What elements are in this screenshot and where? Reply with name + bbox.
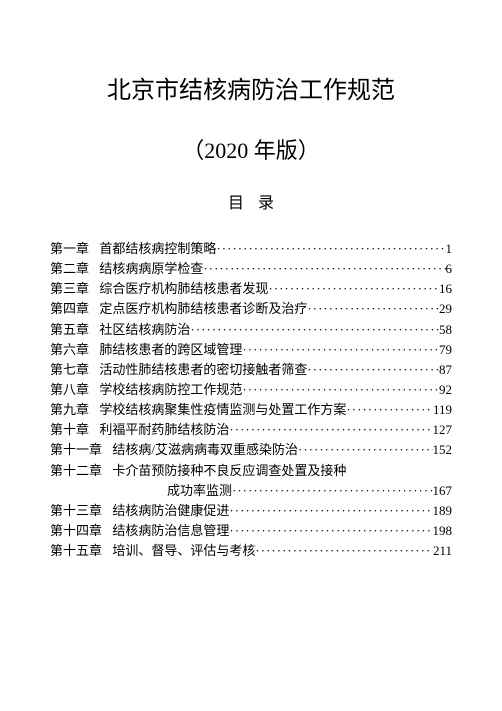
table-of-contents: 第一章首都结核病控制策略 1第二章结核病病原学检查 6第三章综合医疗机构肺结核患…	[50, 239, 452, 561]
toc-entry-title: 活动性肺结核患者的密切接触者筛查	[99, 360, 307, 380]
toc-page-number: 92	[439, 380, 452, 400]
toc-entry: 第十章利福平耐药肺结核防治 127	[50, 420, 452, 440]
toc-entry-title: 培训、督导、评估与考核	[112, 541, 255, 561]
toc-entry-title: 卡介苗预防接种不良反应调查处置及接种	[112, 461, 346, 481]
toc-leader-dots	[229, 501, 432, 521]
toc-page-number: 189	[433, 501, 453, 521]
toc-chapter-label: 第十章	[50, 420, 89, 440]
toc-entry: 第六章肺结核患者的跨区域管理 79	[50, 340, 452, 360]
toc-entry-title: 结核病防治健康促进	[112, 501, 229, 521]
toc-entry-title: 综合医疗机构肺结核患者发现	[99, 279, 268, 299]
toc-page-number: 198	[433, 521, 453, 541]
toc-entry: 第八章学校结核病防控工作规范 92	[50, 380, 452, 400]
toc-leader-dots	[242, 340, 439, 360]
toc-entry-title: 学校结核病聚集性疫情监测与处置工作方案	[99, 400, 346, 420]
toc-entry-continuation: 成功率监测 167	[50, 481, 452, 501]
toc-entry: 第十三章结核病防治健康促进 189	[50, 501, 452, 521]
toc-entry-title: 社区结核病防治	[99, 320, 190, 340]
toc-page-number: 79	[439, 340, 452, 360]
toc-heading: 目录	[50, 189, 452, 213]
toc-leader-dots	[307, 360, 439, 380]
toc-page-number: 58	[439, 320, 452, 340]
toc-chapter-label: 第二章	[50, 259, 89, 279]
toc-entry-title: 学校结核病防控工作规范	[99, 380, 242, 400]
toc-entry-title: 结核病病原学检查	[99, 259, 203, 279]
toc-entry: 第十四章结核病防治信息管理 198	[50, 521, 452, 541]
toc-entry: 第七章活动性肺结核患者的密切接触者筛查 87	[50, 360, 452, 380]
toc-chapter-label: 第十三章	[50, 501, 102, 521]
toc-continuation-title: 成功率监测	[167, 481, 232, 501]
toc-chapter-label: 第五章	[50, 320, 89, 340]
toc-leader-dots	[255, 541, 433, 561]
toc-leader-dots	[203, 259, 445, 279]
toc-entry-title: 结核病防治信息管理	[112, 521, 229, 541]
toc-entry-title: 结核病/艾滋病病毒双重感染防治	[112, 440, 298, 460]
toc-page-number: 119	[433, 400, 452, 420]
toc-entry-title: 利福平耐药肺结核防治	[99, 420, 229, 440]
toc-entry: 第四章定点医疗机构肺结核患者诊断及治疗 29	[50, 299, 452, 319]
toc-page-number: 167	[433, 481, 453, 501]
toc-page-number: 127	[433, 420, 453, 440]
toc-entry: 第十二章卡介苗预防接种不良反应调查处置及接种	[50, 461, 452, 481]
toc-page-number: 152	[433, 440, 453, 460]
toc-leader-dots	[307, 299, 439, 319]
toc-page-number: 16	[439, 279, 452, 299]
toc-chapter-label: 第十一章	[50, 440, 102, 460]
toc-leader-dots	[229, 420, 432, 440]
toc-leader-dots	[242, 380, 439, 400]
toc-chapter-label: 第四章	[50, 299, 89, 319]
toc-page-number: 211	[433, 541, 452, 561]
toc-page-number: 6	[446, 259, 453, 279]
toc-chapter-label: 第十五章	[50, 541, 102, 561]
toc-leader-dots	[229, 521, 432, 541]
toc-entry: 第九章学校结核病聚集性疫情监测与处置工作方案 119	[50, 400, 452, 420]
toc-entry: 第一章首都结核病控制策略 1	[50, 239, 452, 259]
toc-chapter-label: 第十二章	[50, 461, 102, 481]
toc-chapter-label: 第六章	[50, 340, 89, 360]
toc-entry-title: 定点医疗机构肺结核患者诊断及治疗	[99, 299, 307, 319]
toc-chapter-label: 第九章	[50, 400, 89, 420]
toc-leader-dots	[190, 320, 439, 340]
toc-chapter-label: 第七章	[50, 360, 89, 380]
toc-leader-dots	[232, 481, 432, 501]
document-title: 北京市结核病防治工作规范	[50, 70, 452, 105]
toc-leader-dots	[268, 279, 439, 299]
toc-page-number: 87	[439, 360, 452, 380]
toc-chapter-label: 第一章	[50, 239, 89, 259]
toc-entry-title: 肺结核患者的跨区域管理	[99, 340, 242, 360]
toc-leader-dots	[298, 440, 432, 460]
document-subtitle: （2020 年版）	[50, 133, 452, 165]
toc-chapter-label: 第十四章	[50, 521, 102, 541]
toc-entry: 第二章结核病病原学检查 6	[50, 259, 452, 279]
toc-leader-dots	[216, 239, 445, 259]
toc-entry-title: 首都结核病控制策略	[99, 239, 216, 259]
toc-entry: 第三章综合医疗机构肺结核患者发现 16	[50, 279, 452, 299]
toc-entry: 第五章社区结核病防治 58	[50, 320, 452, 340]
toc-entry: 第十五章培训、督导、评估与考核 211	[50, 541, 452, 561]
toc-entry: 第十一章结核病/艾滋病病毒双重感染防治 152	[50, 440, 452, 460]
toc-chapter-label: 第八章	[50, 380, 89, 400]
toc-page-number: 1	[446, 239, 453, 259]
toc-leader-dots	[346, 400, 433, 420]
toc-chapter-label: 第三章	[50, 279, 89, 299]
toc-page-number: 29	[439, 299, 452, 319]
